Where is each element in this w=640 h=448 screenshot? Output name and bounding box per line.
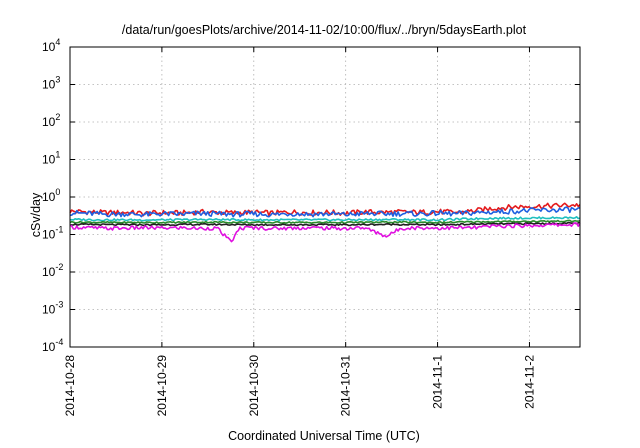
series-line-5 (69, 221, 581, 227)
x-tick-label: 2014-10-29 (155, 355, 169, 417)
series-line-4 (69, 219, 581, 224)
x-tick-label: 2014-11-1 (431, 355, 445, 409)
y-tick-label: 10-4 (42, 337, 63, 354)
series-line-6 (69, 222, 581, 243)
y-axis: 10-4 10-3 10-2 10-1 100 101 102 103 104 (42, 37, 580, 354)
y-tick-label: 104 (42, 37, 60, 54)
x-axis-label: Coordinated Universal Time (UTC) (228, 429, 420, 443)
y-tick-label: 101 (42, 150, 60, 167)
x-tick-label: 2014-10-31 (339, 355, 353, 417)
y-tick-label: 10-3 (42, 300, 63, 317)
grid (70, 47, 580, 347)
y-tick-label: 100 (42, 187, 60, 204)
x-tick-label: 2014-11-2 (522, 355, 536, 409)
x-axis: 2014-10-28 2014-10-29 2014-10-30 2014-10-31… (63, 47, 536, 416)
y-axis-label: cSv/day (29, 192, 43, 237)
y-tick-label: 10-2 (42, 262, 63, 279)
series-layer (69, 202, 581, 243)
x-tick-label: 2014-10-30 (247, 355, 261, 417)
series-line-3 (69, 216, 581, 222)
chart-title: /data/run/goesPlots/archive/2014-11-02/1… (122, 23, 527, 37)
series-line-2 (69, 206, 580, 218)
y-tick-label: 103 (42, 75, 60, 92)
y-tick-label: 10-1 (42, 225, 63, 242)
x-tick-label: 2014-10-28 (63, 355, 77, 417)
y-tick-label: 102 (42, 112, 60, 129)
